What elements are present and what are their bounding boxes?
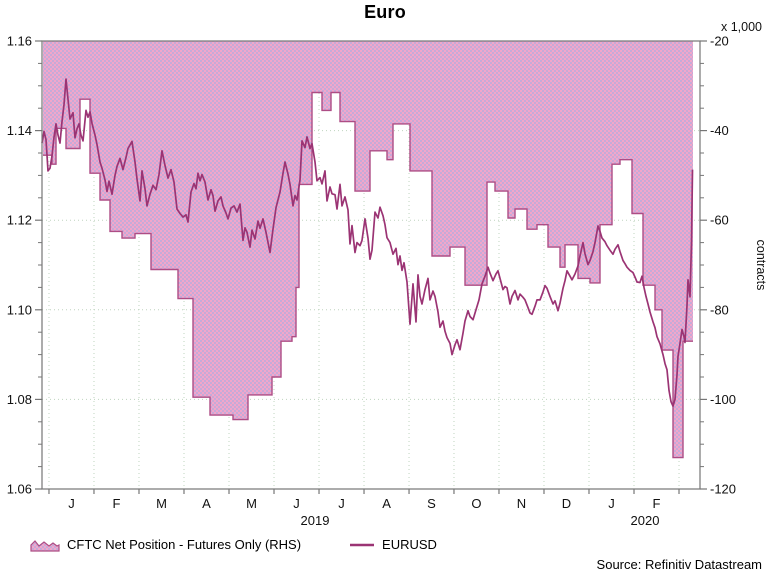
svg-text:1.12: 1.12 <box>7 213 32 228</box>
legend-label-cftc: CFTC Net Position - Futures Only (RHS) <box>67 537 302 552</box>
svg-text:D: D <box>562 496 571 511</box>
legend-item-eurusd: EURUSD <box>349 537 437 552</box>
svg-text:J: J <box>338 496 345 511</box>
svg-text:N: N <box>517 496 526 511</box>
svg-text:J: J <box>608 496 615 511</box>
svg-text:O: O <box>471 496 481 511</box>
svg-text:-60: -60 <box>710 213 729 228</box>
area-swatch-icon <box>30 538 60 552</box>
svg-text:M: M <box>156 496 167 511</box>
svg-text:1.06: 1.06 <box>7 482 32 497</box>
svg-text:S: S <box>427 496 436 511</box>
svg-text:-100: -100 <box>710 392 736 407</box>
legend-item-cftc: CFTC Net Position - Futures Only (RHS) <box>30 537 301 552</box>
svg-text:M: M <box>246 496 257 511</box>
chart-legend: CFTC Net Position - Futures Only (RHS) E… <box>30 537 437 552</box>
svg-text:-120: -120 <box>710 482 736 497</box>
svg-text:1.10: 1.10 <box>7 302 32 317</box>
source-credit: Source: Refinitiv Datastream <box>596 557 762 572</box>
svg-text:-40: -40 <box>710 123 729 138</box>
svg-text:2020: 2020 <box>631 513 660 528</box>
chart-title: Euro <box>364 2 406 22</box>
legend-label-eurusd: EURUSD <box>382 537 437 552</box>
svg-text:-20: -20 <box>710 34 729 49</box>
svg-text:1.08: 1.08 <box>7 392 32 407</box>
svg-text:1.16: 1.16 <box>7 34 32 49</box>
svg-text:1.14: 1.14 <box>7 123 32 138</box>
svg-text:F: F <box>113 496 121 511</box>
svg-text:x 1,000: x 1,000 <box>721 20 762 34</box>
svg-text:A: A <box>382 496 391 511</box>
line-swatch-icon <box>349 540 375 550</box>
svg-text:J: J <box>68 496 75 511</box>
svg-text:J: J <box>293 496 300 511</box>
svg-text:2019: 2019 <box>301 513 330 528</box>
svg-text:A: A <box>202 496 211 511</box>
svg-text:contracts: contracts <box>754 240 768 291</box>
svg-text:F: F <box>653 496 661 511</box>
svg-text:-80: -80 <box>710 302 729 317</box>
